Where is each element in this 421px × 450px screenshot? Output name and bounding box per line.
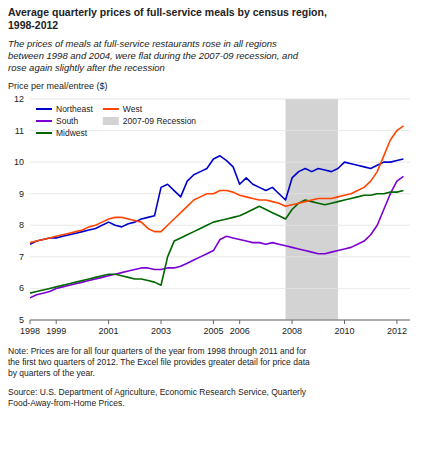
- chart: Average quarterly prices of full-service…: [0, 0, 421, 450]
- grid-line: [30, 288, 410, 289]
- grid-line: [30, 256, 410, 257]
- x-tick: [344, 320, 345, 324]
- grid-line: [30, 162, 410, 163]
- legend-label: West: [123, 104, 143, 114]
- x-tick: [292, 320, 293, 324]
- x-tick: [30, 320, 31, 324]
- y-tick-label: 11: [15, 126, 24, 136]
- legend-label: 2007-09 Recession: [123, 116, 197, 126]
- recession-span: [286, 99, 338, 320]
- y-tick-label: 12: [14, 94, 24, 104]
- y-tick-label: 9: [19, 189, 24, 199]
- legend-label: Northeast: [56, 104, 93, 114]
- x-tick: [239, 320, 240, 324]
- x-tick: [108, 320, 109, 324]
- grid-line: [30, 288, 410, 289]
- plot-area: [30, 99, 410, 320]
- y-axis-label: Price per meal/entree ($): [8, 81, 108, 91]
- title: Average quarterly prices of full-service…: [8, 6, 327, 31]
- grid-line: [30, 320, 410, 321]
- legend-swatch: [103, 117, 119, 125]
- legend: Northeast South Midwest West 2007-09 Recessi…: [36, 104, 196, 138]
- x-tick-label: 2010: [334, 326, 354, 336]
- y-tick-label: 5: [19, 315, 24, 325]
- y-tick-label: 7: [19, 252, 24, 262]
- x-tick-label: 2012: [387, 326, 407, 336]
- legend-label: South: [56, 116, 78, 126]
- grid-line: [30, 320, 410, 321]
- x-tick-label: 2006: [230, 326, 250, 336]
- source: Source: U.S. Department of Agriculture, …: [8, 387, 307, 408]
- x-tick-label: 2005: [203, 326, 223, 336]
- legend-swatch: [36, 108, 52, 110]
- y-tick-label: 6: [19, 283, 24, 293]
- x-tick-label: 2001: [99, 326, 119, 336]
- y-tick-label: 8: [19, 220, 24, 230]
- x-tick-label: 2003: [151, 326, 171, 336]
- x-tick: [56, 320, 57, 324]
- x-tick-label: 1999: [46, 326, 66, 336]
- grid-line: [30, 99, 410, 100]
- x-tick: [213, 320, 214, 324]
- y-tick-label: 10: [14, 157, 24, 167]
- series-line: [30, 191, 403, 294]
- grid-line: [30, 256, 410, 257]
- subtitle: The prices of meals at full-service rest…: [8, 38, 299, 73]
- grid-line: [30, 225, 410, 226]
- legend-label: Midwest: [56, 128, 88, 138]
- x-tick: [161, 320, 162, 324]
- series-line: [30, 126, 403, 243]
- grid-line: [30, 99, 410, 100]
- grid-line: [30, 162, 410, 163]
- legend-swatch: [36, 120, 52, 122]
- note: Note: Prices are for all four quarters o…: [8, 346, 310, 378]
- x-tick: [396, 320, 397, 324]
- legend-swatch: [36, 132, 52, 134]
- x-tick-label: 2008: [282, 326, 302, 336]
- legend-swatch: [103, 108, 119, 110]
- grid-line: [30, 225, 410, 226]
- x-tick-label: 1998: [20, 326, 40, 336]
- x-axis-line: [30, 320, 410, 321]
